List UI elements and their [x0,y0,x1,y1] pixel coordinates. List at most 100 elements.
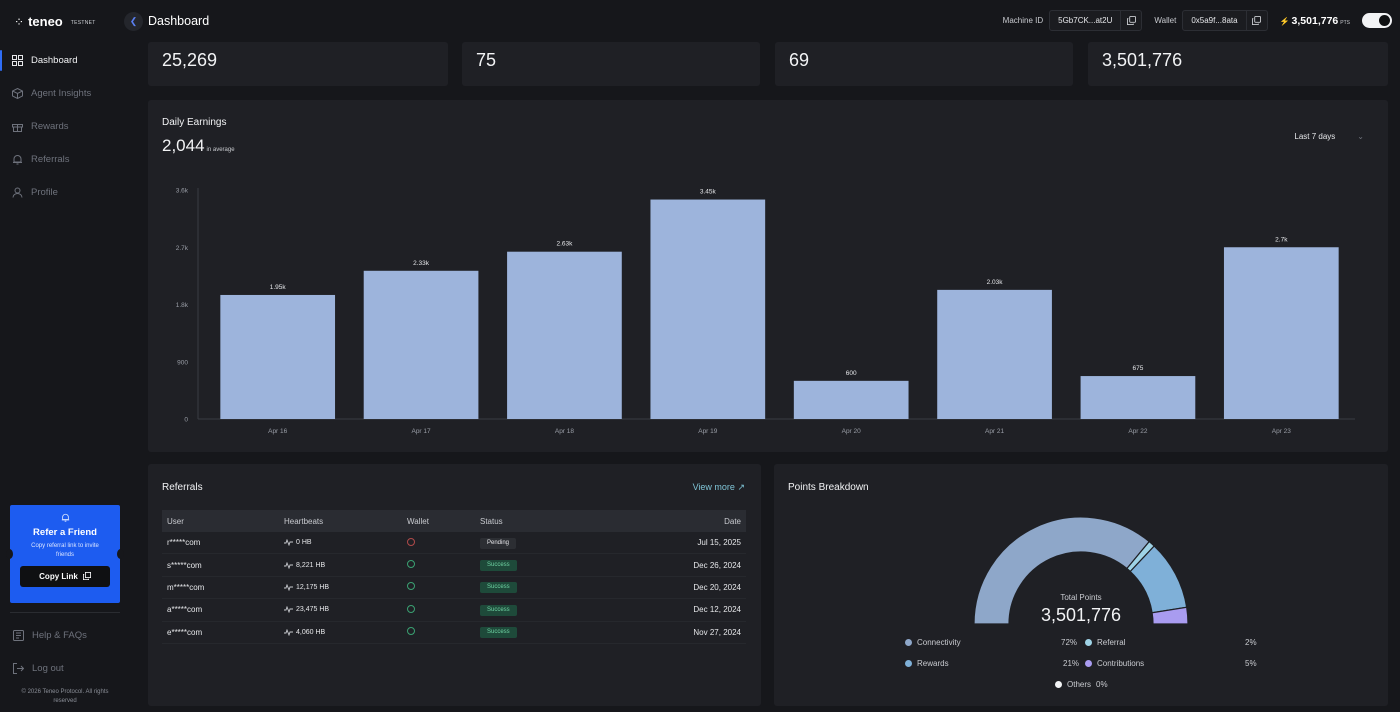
legend-label: Referral [1097,638,1126,647]
sidebar-item-rewards[interactable]: Rewards [0,110,134,143]
x-tick-label: Apr 18 [555,428,575,435]
heartbeats-value: 0 HB [296,539,312,547]
logo[interactable]: ⁘ teneo TESTNET [14,14,96,29]
bar [650,199,766,419]
bar [793,380,909,419]
referral-user: e*****com [167,627,203,637]
sidebar: ⁘ teneo TESTNET Dashboard Agent Insights… [0,0,134,712]
referral-status: Pending [480,537,600,549]
theme-toggle[interactable] [1362,13,1392,28]
refer-title: Refer a Friend [33,527,97,538]
brand-name: teneo [28,14,63,29]
x-circle-icon [407,537,415,546]
sidebar-item-profile[interactable]: Profile [0,176,134,209]
bar [937,289,1052,419]
sidebar-item-dashboard[interactable]: Dashboard [0,44,134,77]
referrals-card: Referrals View more ↗ User Heartbeats Wa… [148,464,761,706]
arrow-up-right-icon: ↗ [737,482,745,492]
referral-status: Success [480,581,600,594]
bar-value-label: 2.7k [1275,236,1288,243]
legend-dot [905,660,912,667]
column-header-user: User [167,516,184,526]
sidebar-item-referrals[interactable]: Referrals [0,143,134,176]
stat-card: 75 [462,42,760,86]
status-badge: Success [480,627,517,639]
table-row: e*****com 4,060 HB Success Nov 27, 2024 [162,622,746,644]
referrals-table: User Heartbeats Wallet Status Date r****… [162,510,746,644]
earnings-bar-chart: 0 900 1.8k 2.7k 3.6k 1.95k Apr 16 2.33k Apr 17 2.… [176,188,1355,435]
user-icon [11,187,23,199]
card-notch [6,549,13,559]
cube-icon [11,88,23,100]
copy-machine-id-button[interactable] [1120,11,1141,30]
daily-earnings-card: Daily Earnings 2,044 in average Last 7 d… [148,100,1388,452]
check-circle-icon [407,627,415,636]
referral-heartbeats: 4,060 HB [284,628,407,636]
y-tick-label: 3.6k [176,188,189,195]
sidebar-item-label: Referrals [31,154,70,165]
referral-status: Success [480,626,600,639]
bar-value-label: 1.95k [270,284,287,291]
heartbeats-value: 8,221 HB [296,561,326,569]
teneo-logo-icon: ⁘ [14,14,24,29]
table-body: r*****com 0 HB Pending Jul 15, 2025 s*****co… [162,532,746,644]
sidebar-item-label: Profile [31,187,58,198]
column-header-date: Date [724,516,741,526]
network-badge: TESTNET [70,19,96,26]
wallet-pill: 0x5a9f...8ata [1182,10,1268,31]
average-value: 2,044 [162,136,205,155]
back-button[interactable]: ❮ [124,12,143,31]
sidebar-item-logout[interactable]: Log out [0,653,134,683]
referral-wallet-status [407,627,480,637]
copy-wallet-button[interactable] [1245,11,1267,30]
referral-heartbeats: 8,221 HB [284,561,407,569]
points-value: 3,501,776 [1291,14,1339,27]
referrals-title: Referrals [162,482,203,493]
bar [507,251,622,419]
sidebar-nav: Dashboard Agent Insights Rewards Referra… [0,44,134,209]
refer-description: Copy referral link to invite friends [31,543,99,558]
referral-heartbeats: 12,175 HB [284,583,407,591]
x-tick-label: Apr 22 [1128,428,1148,435]
referral-wallet-status [407,582,480,592]
date-range-value: Last 7 days [1294,132,1336,141]
referral-user: s*****com [167,560,202,570]
average-label: in average [206,147,235,153]
top-bar: ❮ Dashboard Machine ID 5Gb7CK...at2U Wal… [124,0,1400,42]
points-breakdown-card: Points Breakdown Total Points 3,501,776 … [774,464,1388,706]
referral-wallet-status [407,604,480,615]
stat-card: 25,269 [148,42,448,86]
average-earnings: 2,044 in average [162,136,235,156]
sidebar-item-agent-insights[interactable]: Agent Insights [0,77,134,110]
points-icon: ⚡ [1279,16,1290,26]
heartbeats-value: 4,060 HB [296,628,326,636]
copy-link-button[interactable]: Copy Link [20,566,110,587]
bell-icon [10,513,120,524]
heartbeat-icon [284,606,293,614]
copy-link-label: Copy Link [39,572,78,581]
column-header-heartbeats: Heartbeats [284,516,324,526]
date-range-select[interactable]: Last 7 days ⌄ [1294,132,1364,141]
bar-value-label: 3.45k [700,189,717,196]
copy-icon [1252,16,1262,25]
bar-value-label: 2.63k [556,241,573,248]
referral-date: Dec 12, 2024 [693,605,741,615]
view-more-link[interactable]: View more ↗ [693,482,745,493]
chevron-left-icon: ❮ [129,16,138,26]
bar [1223,247,1339,419]
bar-value-label: 675 [1133,365,1144,372]
heartbeat-icon [284,628,293,636]
chevron-down-icon: ⌄ [1357,132,1364,141]
copy-icon [1126,16,1136,25]
sidebar-item-help[interactable]: Help & FAQs [0,620,134,650]
gauge-segment-connectivity [973,516,1151,625]
legend-connectivity: Connectivity [905,638,961,647]
table-header: User Heartbeats Wallet Status Date [162,510,746,532]
sidebar-item-label: Agent Insights [31,88,92,99]
heartbeats-value: 12,175 HB [296,583,330,591]
bar [220,294,336,419]
sidebar-divider [10,612,120,613]
stat-value: 25,269 [162,50,218,70]
legend-referral-pct: 2% [1245,638,1257,647]
points-breakdown-title: Points Breakdown [788,482,869,493]
